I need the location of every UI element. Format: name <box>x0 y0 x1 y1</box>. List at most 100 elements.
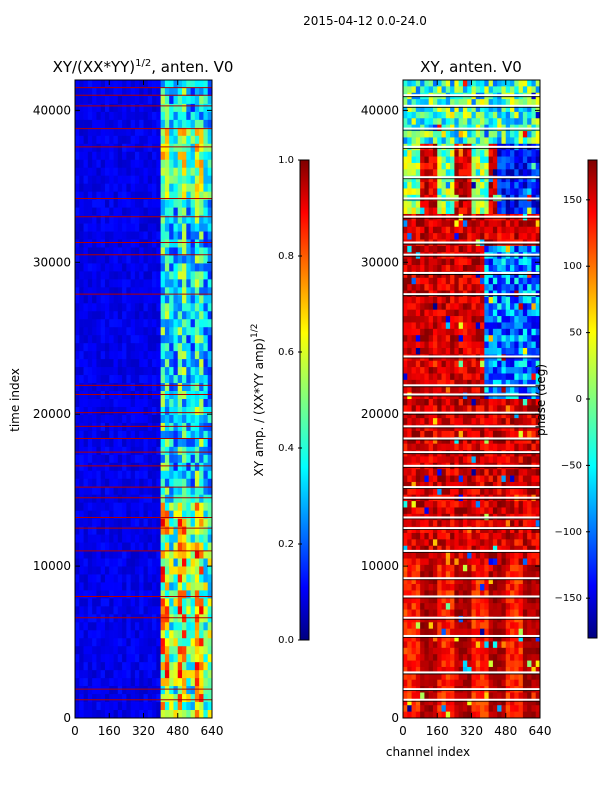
amp-cell <box>139 406 144 416</box>
amp-cell <box>130 470 136 480</box>
amp-cell <box>130 375 136 384</box>
amp-cell <box>126 111 132 121</box>
amp-cell <box>177 383 183 392</box>
amp-cell <box>186 630 191 639</box>
amp-cell <box>143 311 149 320</box>
phase-cell <box>445 86 451 94</box>
amp-cell <box>164 558 170 567</box>
amp-cell <box>169 582 174 591</box>
amp-cell <box>160 343 166 352</box>
amp-cell <box>152 319 157 328</box>
amp-cell <box>173 494 179 504</box>
phase-cell <box>407 169 412 177</box>
amp-cell <box>126 295 132 304</box>
amp-cell <box>139 550 144 559</box>
amp-cell <box>139 327 144 336</box>
amp-cell <box>169 574 174 583</box>
amp-cell <box>199 199 204 209</box>
phase-cell <box>432 201 438 208</box>
phase-cell <box>462 520 468 527</box>
amp-cell <box>109 606 114 615</box>
phase-cell <box>432 182 438 189</box>
phase-cell <box>505 456 511 464</box>
phase-cell <box>467 156 472 164</box>
amp-cell <box>109 375 114 384</box>
amp-cell <box>134 494 140 504</box>
amp-cell <box>173 678 179 687</box>
amp-cell <box>169 678 174 687</box>
amp-cell <box>100 95 106 105</box>
phase-cell <box>424 303 430 311</box>
phase-cell <box>450 118 455 126</box>
amp-cell <box>152 470 157 480</box>
amp-cell <box>130 287 136 296</box>
amp-cell <box>139 510 144 520</box>
phase-cell <box>420 430 425 438</box>
phase-cell <box>424 220 430 228</box>
phase-cell <box>420 80 425 87</box>
phase-cell <box>480 539 485 547</box>
phase-cell <box>518 437 524 445</box>
amp-cell <box>207 127 213 137</box>
amp-cell <box>173 287 179 296</box>
amp-cell <box>147 590 153 599</box>
amp-cell <box>87 526 93 535</box>
amp-cell <box>177 702 183 711</box>
amp-cell <box>156 351 162 360</box>
phase-cell <box>497 258 502 266</box>
amp-cell <box>194 558 200 567</box>
phase-cell <box>514 233 519 240</box>
amp-cell <box>87 646 93 655</box>
phase-cell <box>458 309 464 317</box>
amp-cell <box>109 678 114 687</box>
phase-cell <box>407 99 412 106</box>
amp-heatmap[interactable] <box>75 80 213 719</box>
amp-cell <box>186 127 191 137</box>
phase-cell <box>424 456 430 464</box>
amp-cell <box>104 175 110 185</box>
phase-cell <box>522 245 528 253</box>
amp-cell <box>164 662 170 671</box>
amp-cell <box>96 606 102 615</box>
phase-cell <box>432 118 438 126</box>
phase-heatmap[interactable] <box>403 80 541 719</box>
phase-cell <box>454 399 460 406</box>
phase-cell <box>432 162 438 170</box>
amp-cell <box>100 207 106 216</box>
amp-cell <box>113 367 119 376</box>
amp-cell <box>134 558 140 567</box>
amp-cell <box>100 159 106 169</box>
phase-cell <box>471 226 477 234</box>
phase-cell <box>514 226 519 234</box>
amp-cell <box>96 391 102 400</box>
amp-cell <box>134 279 140 288</box>
amp-cell <box>186 135 191 145</box>
amp-cell <box>160 526 166 535</box>
phase-cell <box>497 411 502 419</box>
amp-cell <box>79 630 84 639</box>
phase-cell <box>531 469 537 476</box>
amp-cell <box>96 462 102 472</box>
amp-cell <box>156 159 162 169</box>
amp-cell <box>182 526 187 535</box>
amp-cell <box>186 215 191 224</box>
phase-cell <box>458 150 464 157</box>
amp-cell <box>113 207 119 216</box>
amp-cell <box>96 702 102 711</box>
amp-cell <box>194 135 200 145</box>
amp-cell <box>113 127 119 137</box>
amp-cell <box>130 598 136 607</box>
phase-cell <box>480 86 485 94</box>
amp-cell <box>194 622 200 631</box>
amp-cell <box>207 231 213 240</box>
amp-cell <box>173 215 179 224</box>
amp-cell <box>143 231 149 240</box>
amp-cell <box>147 502 153 512</box>
phase-cell <box>467 469 472 476</box>
amp-cell <box>194 678 200 687</box>
amp-cell <box>79 87 84 97</box>
amp-cell <box>147 271 153 280</box>
amp-cell <box>194 80 200 89</box>
amp-cell <box>152 223 157 232</box>
amp-cell <box>207 279 213 288</box>
